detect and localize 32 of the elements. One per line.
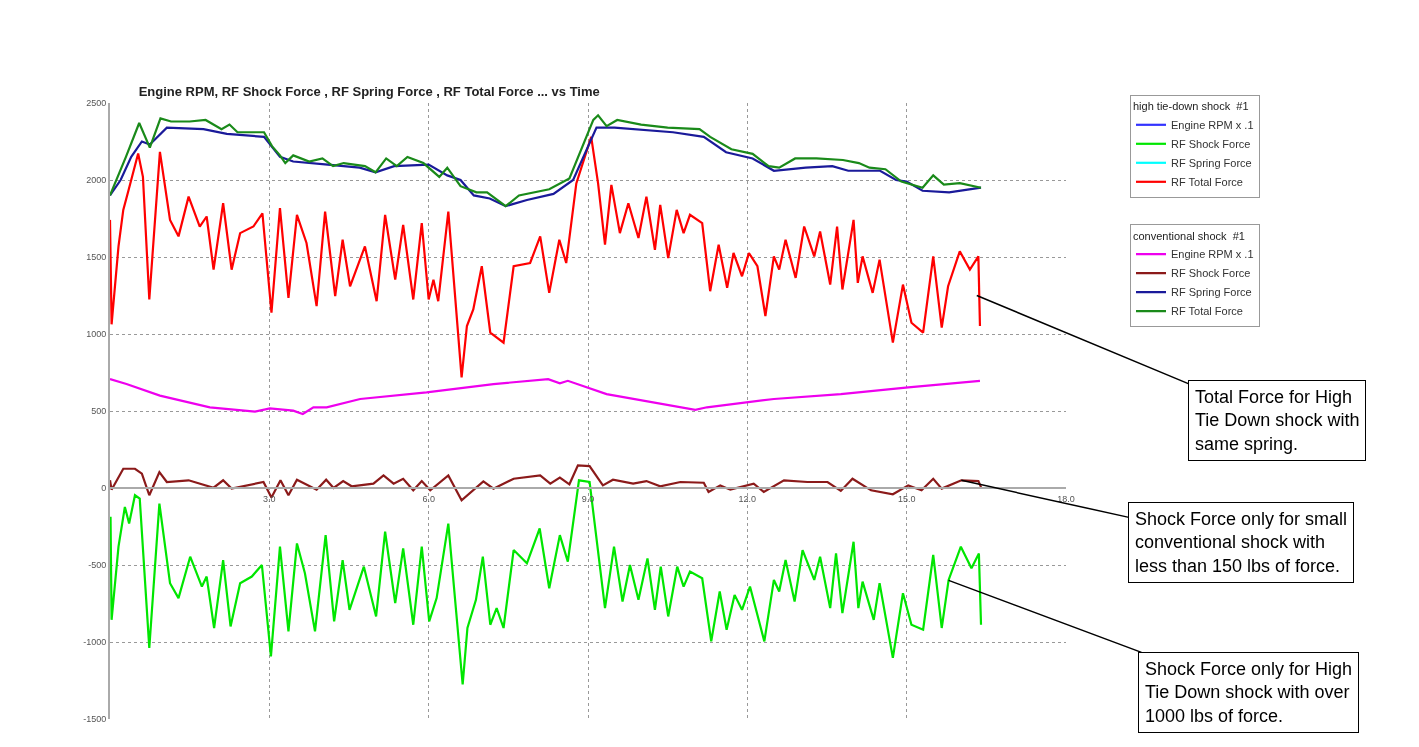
- annotation: Shock Force only for small conventional shock with less than 150 lbs of force.: [1135, 509, 1348, 576]
- legend-label: RF Spring Force: [1171, 157, 1252, 170]
- text: conventional shock #1: [1133, 229, 1245, 242]
- legend-label: RF Total Force: [1171, 176, 1243, 189]
- y-tick-label: -1000: [83, 637, 107, 648]
- chart-title: Engine RPM, RF Shock Force , RF Spring Force , RF Total Force ... vs Time: [138, 83, 600, 99]
- x-tick-label: 15.0: [897, 493, 916, 504]
- x-tick-label: 18.0: [1057, 493, 1075, 504]
- legend-label: RF Shock Force: [1171, 138, 1251, 151]
- x-tick-label: 6.0: [422, 493, 435, 504]
- y-tick-label: 500: [91, 406, 107, 417]
- y-tick-label: 2500: [86, 98, 107, 109]
- legend-label: RF Total Force: [1171, 305, 1243, 318]
- line-series: [110, 464, 983, 502]
- text: high tie-down shock #1: [1133, 100, 1249, 113]
- line-series: [110, 378, 982, 416]
- y-tick-label: 1500: [86, 252, 107, 263]
- x-tick-label: 12.0: [738, 493, 757, 504]
- y-tick-label: 1000: [86, 329, 107, 340]
- legend-label: Engine RPM x .1: [1171, 248, 1254, 261]
- legend-label: RF Shock Force: [1171, 267, 1251, 280]
- legend-label: Engine RPM x .1: [1171, 119, 1254, 132]
- y-tick-label: -1500: [83, 714, 107, 725]
- y-tick-label: 0: [101, 483, 107, 494]
- x-tick-label: 3.0: [263, 493, 276, 504]
- line-series: [110, 479, 983, 686]
- y-tick-label: -500: [88, 560, 107, 571]
- y-tick-label: 2000: [86, 175, 107, 186]
- annotation: Shock Force only for High Tie Down shock with over 1000 lbs of force.: [1145, 659, 1353, 726]
- line-series: [110, 135, 982, 379]
- legend-label: RF Spring Force: [1171, 286, 1252, 299]
- annotation: Total Force for High Tie Down shock with same spring.: [1195, 387, 1360, 454]
